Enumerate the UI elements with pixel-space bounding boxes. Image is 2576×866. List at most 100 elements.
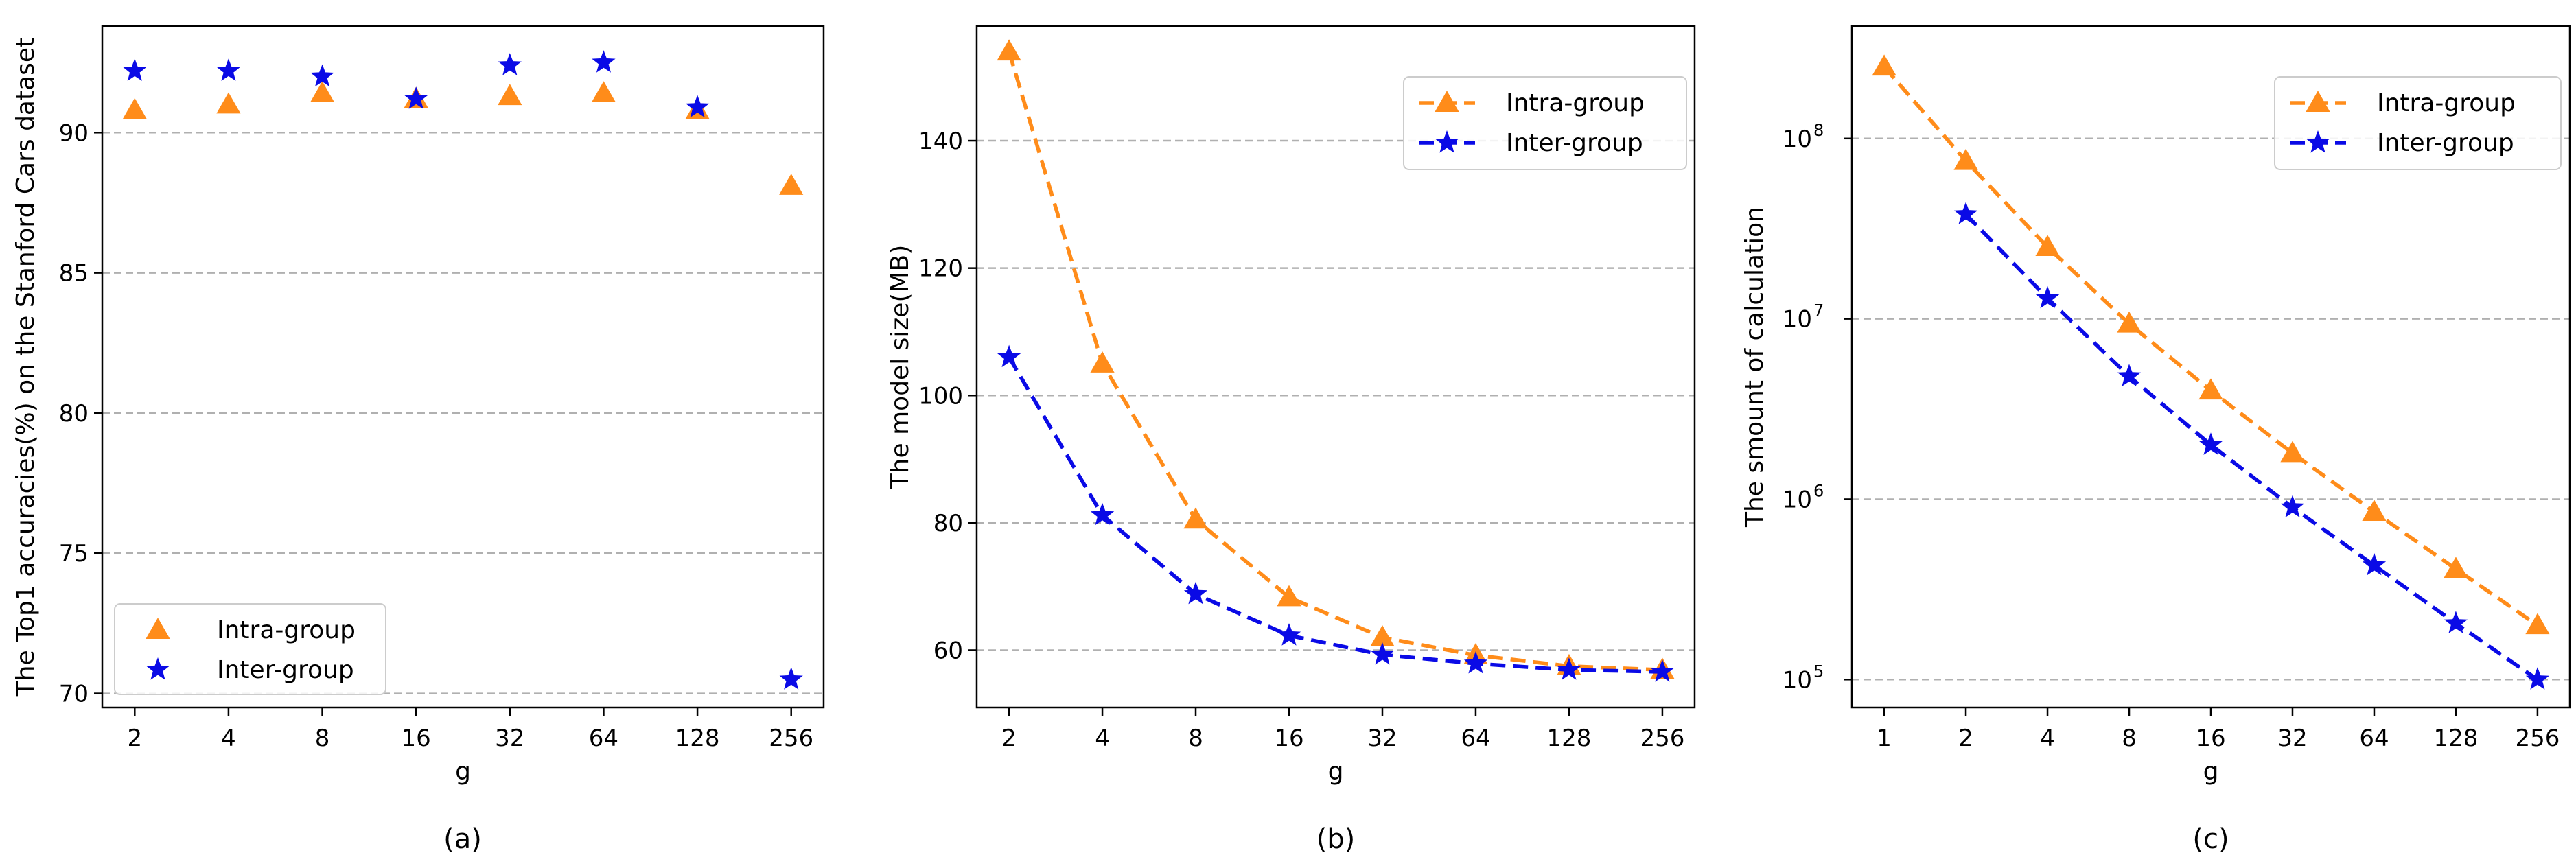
data-point-inter-group xyxy=(2198,432,2223,455)
data-point-intra-group xyxy=(216,92,241,114)
y-tick-label: 10 xyxy=(1783,306,1812,333)
x-tick-label: 128 xyxy=(2433,725,2478,752)
x-tick-label: 256 xyxy=(769,725,813,752)
data-point-intra-group xyxy=(591,81,616,103)
legend-label: Inter-group xyxy=(217,656,354,684)
legend-marker xyxy=(146,657,170,680)
data-point-inter-group xyxy=(1090,502,1115,526)
data-point-inter-group xyxy=(2525,667,2549,690)
data-point-inter-group xyxy=(123,58,147,81)
data-point-intra-group xyxy=(310,81,335,103)
legend: Intra-group Inter-group xyxy=(2274,76,2562,170)
data-point-inter-group xyxy=(779,667,803,690)
y-tick-label: 10 xyxy=(1783,486,1812,513)
x-tick-label: 4 xyxy=(1095,725,1110,752)
x-tick-label: 64 xyxy=(589,725,618,752)
legend-box xyxy=(2274,76,2562,170)
series-line-inter-group xyxy=(1964,213,2539,681)
data-point-intra-group xyxy=(997,39,1021,61)
y-tick-exponent: 6 xyxy=(1813,481,1824,500)
legend-label: Inter-group xyxy=(2377,129,2514,157)
legend-label: Inter-group xyxy=(1506,129,1643,157)
data-point-inter-group xyxy=(686,95,710,118)
data-point-intra-group xyxy=(1183,507,1208,529)
data-point-inter-group xyxy=(1463,651,1488,674)
data-point-inter-group xyxy=(592,50,616,73)
y-axis-title: The smount of calculation xyxy=(1741,207,1769,528)
data-point-intra-group xyxy=(2280,441,2305,463)
x-tick-label: 128 xyxy=(1546,725,1591,752)
y-axis-title: The Top1 accuracies(%) on the Stanford C… xyxy=(12,38,40,697)
y-tick-label: 85 xyxy=(59,260,89,288)
series-line-inter-group xyxy=(1007,356,1662,674)
data-point-intra-group xyxy=(2362,500,2387,521)
panel-caption: (a) xyxy=(443,823,482,855)
x-tick-label: 256 xyxy=(2515,725,2560,752)
legend-label: Intra-group xyxy=(217,616,356,644)
data-point-intra-group xyxy=(1370,625,1395,646)
y-tick-label: 10 xyxy=(1783,126,1812,153)
data-point-inter-group xyxy=(997,344,1021,368)
data-point-inter-group xyxy=(2117,364,2142,386)
legend-marker xyxy=(1435,130,1459,153)
x-tick-label: 2 xyxy=(1001,725,1017,752)
x-tick-label: 16 xyxy=(402,725,431,752)
y-tick-label: 10 xyxy=(1783,666,1812,694)
data-point-inter-group xyxy=(2280,495,2305,517)
y-tick-exponent: 7 xyxy=(1813,301,1824,320)
data-point-intra-group xyxy=(2198,378,2223,400)
y-tick-label: 140 xyxy=(918,128,963,155)
y-tick-label: 80 xyxy=(59,400,89,428)
chart-panel-b: 60 80 100 120 140 2 4 8 16 32 64 128 256 g The model s… xyxy=(886,25,1696,855)
y-tick-label: 70 xyxy=(59,681,89,708)
data-point-inter-group xyxy=(216,58,240,81)
x-axis-title: g xyxy=(455,758,471,786)
x-tick-label: 64 xyxy=(1461,725,1490,752)
x-tick-label: 2 xyxy=(127,725,142,752)
data-point-intra-group xyxy=(779,174,804,195)
legend-label: Intra-group xyxy=(1506,89,1645,117)
y-tick-exponent: 8 xyxy=(1813,121,1824,140)
data-point-inter-group xyxy=(2362,552,2387,576)
data-point-intra-group xyxy=(1277,585,1301,607)
x-tick-label: 4 xyxy=(221,725,236,752)
legend-marker xyxy=(2306,130,2330,153)
axes-frame xyxy=(975,25,1696,709)
data-point-intra-group xyxy=(2525,613,2550,635)
data-point-intra-group xyxy=(2035,235,2060,257)
legend-label: Intra-group xyxy=(2377,89,2516,117)
y-tick-exponent: 5 xyxy=(1813,662,1824,681)
x-tick-label: 8 xyxy=(2122,725,2137,752)
y-tick-label: 120 xyxy=(918,255,963,283)
x-tick-label: 64 xyxy=(2359,725,2389,752)
data-point-inter-group xyxy=(2035,285,2060,309)
data-point-inter-group xyxy=(1650,659,1674,682)
y-tick-label: 80 xyxy=(933,510,963,537)
chart-panel-a: 70 75 80 85 90 2 4 8 16 32 64 128 256 g The Top1 accur… xyxy=(12,25,825,855)
data-point-intra-group xyxy=(1090,351,1115,373)
data-point-inter-group xyxy=(2444,611,2468,633)
data-point-inter-group xyxy=(1557,657,1581,680)
y-axis-title: The model size(MB) xyxy=(886,245,914,490)
data-point-inter-group xyxy=(1183,581,1208,605)
data-point-inter-group xyxy=(404,86,428,109)
x-tick-label: 4 xyxy=(2040,725,2055,752)
x-tick-label: 16 xyxy=(1274,725,1303,752)
data-point-inter-group xyxy=(498,53,522,75)
legend: Intra-group Inter-group xyxy=(1403,76,1687,170)
x-tick-label: 32 xyxy=(1367,725,1397,752)
data-point-intra-group xyxy=(2444,557,2468,578)
x-tick-label: 16 xyxy=(2196,725,2225,752)
legend: Intra-group Inter-group xyxy=(114,603,386,695)
panel-caption: (c) xyxy=(2192,823,2229,855)
x-tick-label: 32 xyxy=(495,725,524,752)
data-point-inter-group xyxy=(1277,623,1301,646)
data-point-intra-group xyxy=(1872,54,1896,76)
x-tick-label: 32 xyxy=(2277,725,2307,752)
legend-marker xyxy=(146,618,170,639)
legend-marker xyxy=(1435,91,1459,112)
data-point-intra-group xyxy=(2117,311,2142,333)
panel-caption: (b) xyxy=(1316,823,1356,855)
